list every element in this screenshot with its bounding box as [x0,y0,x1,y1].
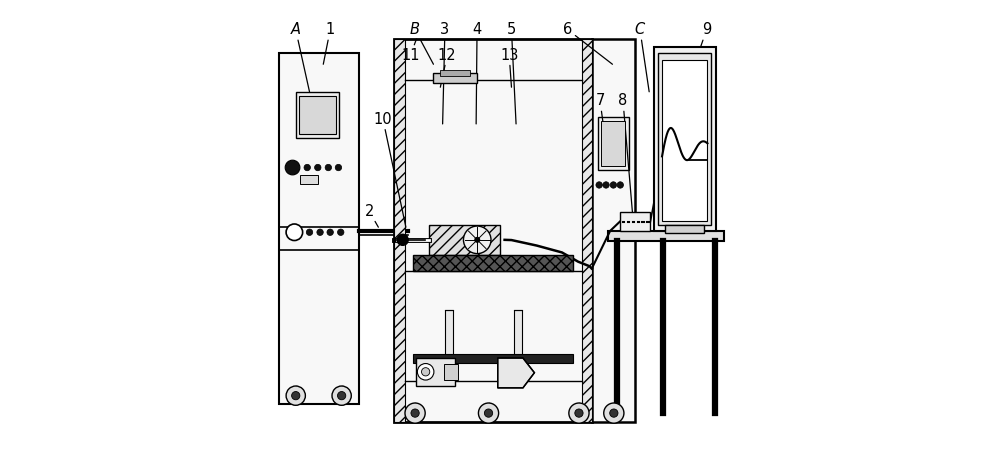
Circle shape [338,229,344,235]
Text: 10: 10 [374,112,406,227]
Circle shape [603,182,609,188]
Circle shape [332,386,351,405]
Polygon shape [413,354,573,363]
Polygon shape [592,39,635,422]
Text: C: C [635,22,649,92]
Circle shape [285,160,300,175]
Polygon shape [394,39,592,422]
Polygon shape [601,121,625,166]
Text: 3: 3 [440,22,449,124]
Circle shape [286,224,303,241]
Polygon shape [598,117,629,170]
Text: 12: 12 [438,48,457,87]
Polygon shape [416,358,455,386]
Polygon shape [299,96,336,134]
Text: 8: 8 [618,94,633,220]
Text: 6: 6 [563,22,612,64]
Circle shape [478,403,499,423]
Circle shape [286,386,305,405]
Polygon shape [662,60,707,221]
Polygon shape [620,212,650,231]
Text: 2: 2 [364,204,378,227]
Polygon shape [582,39,592,422]
Circle shape [417,364,434,380]
Polygon shape [440,70,470,76]
Polygon shape [445,310,453,381]
Circle shape [335,164,342,171]
Circle shape [325,164,332,171]
Polygon shape [498,358,534,388]
Text: 1: 1 [323,22,335,64]
Polygon shape [608,231,724,241]
Text: B: B [410,22,433,64]
Circle shape [422,368,430,376]
Text: 11: 11 [401,39,420,62]
Circle shape [292,392,300,400]
Text: 7: 7 [595,94,607,151]
Circle shape [304,164,310,171]
Polygon shape [433,73,477,83]
Polygon shape [296,92,339,138]
Circle shape [463,226,491,253]
Circle shape [338,392,346,400]
Circle shape [411,409,419,417]
Circle shape [617,182,623,188]
Circle shape [604,403,624,423]
Circle shape [327,229,333,235]
Circle shape [610,182,617,188]
Circle shape [575,409,583,417]
Polygon shape [444,364,458,380]
Polygon shape [665,225,704,233]
Circle shape [596,182,602,188]
Circle shape [315,164,321,171]
Text: 5: 5 [507,22,516,124]
Circle shape [484,409,493,417]
Polygon shape [514,310,522,381]
Polygon shape [413,255,573,271]
Circle shape [397,234,408,245]
Polygon shape [429,225,500,255]
Polygon shape [654,47,716,231]
Circle shape [306,229,313,235]
Polygon shape [394,39,405,422]
Circle shape [610,409,618,417]
Circle shape [317,229,323,235]
Circle shape [405,403,425,423]
Text: 9: 9 [688,22,711,83]
Text: 4: 4 [472,22,482,124]
Text: 13: 13 [500,48,518,87]
Text: A: A [291,22,310,92]
Circle shape [569,403,589,423]
Polygon shape [279,53,359,404]
Polygon shape [300,175,318,184]
Circle shape [475,238,480,242]
Polygon shape [658,53,711,225]
